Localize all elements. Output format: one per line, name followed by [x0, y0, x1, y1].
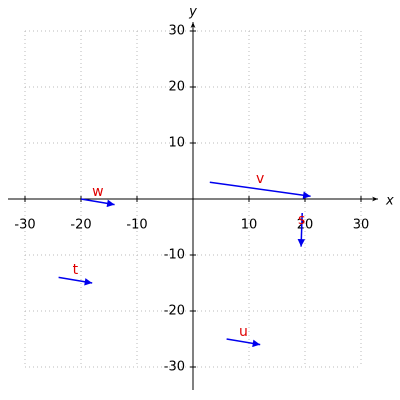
- vector-label: v: [256, 171, 264, 187]
- y-tick-label: -30: [164, 360, 185, 375]
- x-tick-label: 10: [241, 218, 258, 233]
- y-tick-label: -10: [164, 248, 185, 263]
- x-tick-label: -30: [14, 218, 35, 233]
- vector-arrow: [58, 276, 93, 286]
- vector-arrow: [297, 212, 306, 247]
- vector-arrow: [80, 198, 115, 208]
- y-tick-label: 10: [168, 136, 185, 151]
- vector-arrow: [209, 181, 311, 199]
- x-tick-label: -20: [70, 218, 91, 233]
- y-tick-label: 20: [168, 80, 185, 95]
- vector-label: t: [73, 262, 79, 278]
- y-tick-label: 30: [168, 24, 185, 39]
- y-axis-label: y: [188, 5, 197, 20]
- x-axis-label: x: [385, 194, 394, 209]
- vector-arrow: [226, 338, 261, 348]
- x-tick-label: -10: [126, 218, 147, 233]
- vector-label: u: [239, 324, 248, 340]
- vector-label: s: [298, 212, 305, 228]
- x-tick-label: 30: [353, 218, 370, 233]
- y-tick-label: -20: [164, 304, 185, 319]
- vector-label: w: [92, 184, 103, 200]
- x-tick-label: 20: [297, 218, 314, 233]
